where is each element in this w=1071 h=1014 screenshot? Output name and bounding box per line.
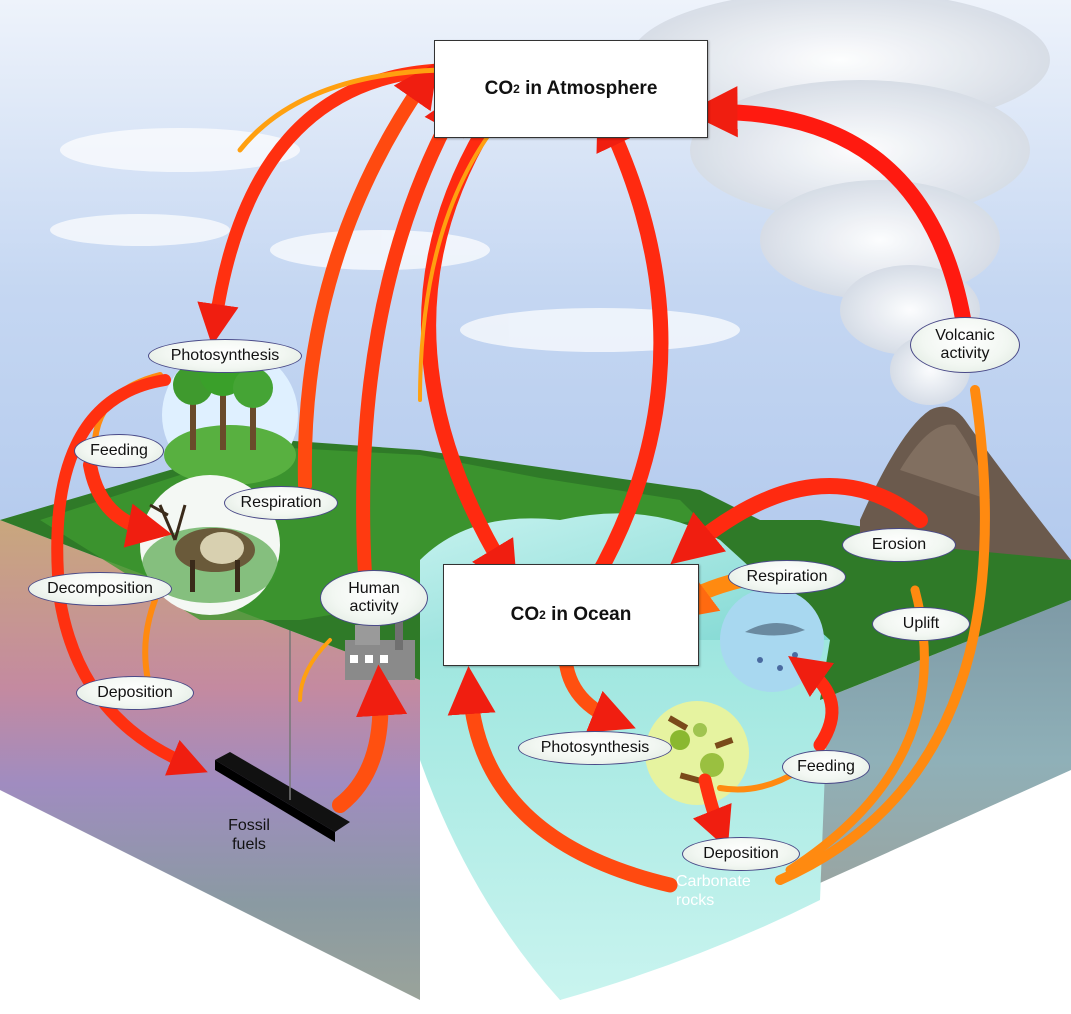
co2-ocean-sub: 2 bbox=[539, 608, 546, 622]
label-erosion-text: Erosion bbox=[871, 536, 927, 553]
label-uplift: Uplift bbox=[872, 607, 970, 641]
flow-arrows bbox=[51, 61, 990, 893]
arrow-volcanic-to-atm bbox=[686, 86, 973, 338]
co2-atmosphere-sub: 2 bbox=[513, 82, 520, 96]
label-photosynthesis-ocean: Photosynthesis bbox=[518, 731, 672, 765]
label-deposition-land: Deposition bbox=[76, 676, 194, 710]
label-feeding-ocean-text: Feeding bbox=[797, 758, 855, 775]
arrow-feeding-land bbox=[83, 458, 172, 548]
arrow-human-to-atm bbox=[356, 88, 466, 582]
arrow-carbonate-to-volcanic bbox=[775, 385, 990, 885]
label-human-activity: Human activity bbox=[320, 570, 428, 626]
arrow-erosion-to-ocean bbox=[670, 477, 928, 565]
label-human-activity-line1: Human bbox=[348, 580, 400, 597]
fossil-line1: Fossil bbox=[228, 817, 270, 834]
label-erosion: Erosion bbox=[842, 528, 956, 562]
arrow-fossil-to-human bbox=[332, 664, 408, 813]
label-respiration-ocean-text: Respiration bbox=[746, 568, 828, 585]
label-uplift-text: Uplift bbox=[902, 615, 940, 632]
label-decomposition: Decomposition bbox=[28, 572, 172, 606]
arrow-ocean-feeding bbox=[788, 655, 839, 752]
label-decomposition-text: Decomposition bbox=[47, 580, 153, 597]
co2-ocean-suffix: in Ocean bbox=[545, 604, 632, 625]
label-respiration-land: Respiration bbox=[224, 486, 338, 520]
label-photosynthesis-land: Photosynthesis bbox=[148, 339, 302, 373]
arrow-atm-to-photosynthesis bbox=[197, 63, 447, 346]
arrow-atm-to-ocean bbox=[421, 112, 518, 591]
carbonate-line1: Carbonate bbox=[676, 873, 751, 890]
arrow-ocean-deposition bbox=[692, 773, 732, 850]
fossil-fuels-slab bbox=[215, 752, 350, 832]
label-deposition-ocean-text: Deposition bbox=[703, 845, 779, 862]
label-respiration-ocean: Respiration bbox=[728, 560, 846, 594]
arrow-ocean-to-atm bbox=[587, 100, 669, 588]
label-volcanic-line1: Volcanic bbox=[935, 327, 995, 344]
co2-atmosphere-suffix: in Atmosphere bbox=[519, 78, 658, 99]
fossil-fuels-label: Fossil fuels bbox=[214, 816, 284, 854]
co2-ocean-box: CO 2 in Ocean bbox=[443, 564, 699, 666]
fossil-line2: fuels bbox=[232, 836, 266, 853]
label-photosynthesis-land-text: Photosynthesis bbox=[170, 347, 280, 364]
co2-atmosphere-box: CO 2 in Atmosphere bbox=[434, 40, 708, 138]
carbonate-line2: rocks bbox=[676, 892, 715, 909]
label-photosynthesis-ocean-text: Photosynthesis bbox=[540, 739, 650, 756]
label-human-activity-line2: activity bbox=[349, 598, 399, 615]
arrow-respiration-to-atm bbox=[297, 61, 438, 492]
arrow-carbonate-to-ocean bbox=[447, 666, 678, 893]
label-deposition-ocean: Deposition bbox=[682, 837, 800, 871]
carbonate-rocks-label: Carbonate rocks bbox=[676, 872, 776, 910]
label-feeding-ocean: Feeding bbox=[782, 750, 870, 784]
label-deposition-land-text: Deposition bbox=[97, 684, 173, 701]
plankton-vignette bbox=[645, 701, 749, 805]
label-respiration-land-text: Respiration bbox=[240, 494, 322, 511]
label-volcanic-activity: Volcanic activity bbox=[910, 317, 1020, 373]
label-feeding-land-text: Feeding bbox=[90, 442, 148, 459]
label-volcanic-line2: activity bbox=[940, 345, 990, 362]
co2-ocean-prefix: CO bbox=[510, 604, 540, 625]
label-feeding-land: Feeding bbox=[74, 434, 164, 468]
co2-atmosphere-prefix: CO bbox=[484, 78, 514, 99]
